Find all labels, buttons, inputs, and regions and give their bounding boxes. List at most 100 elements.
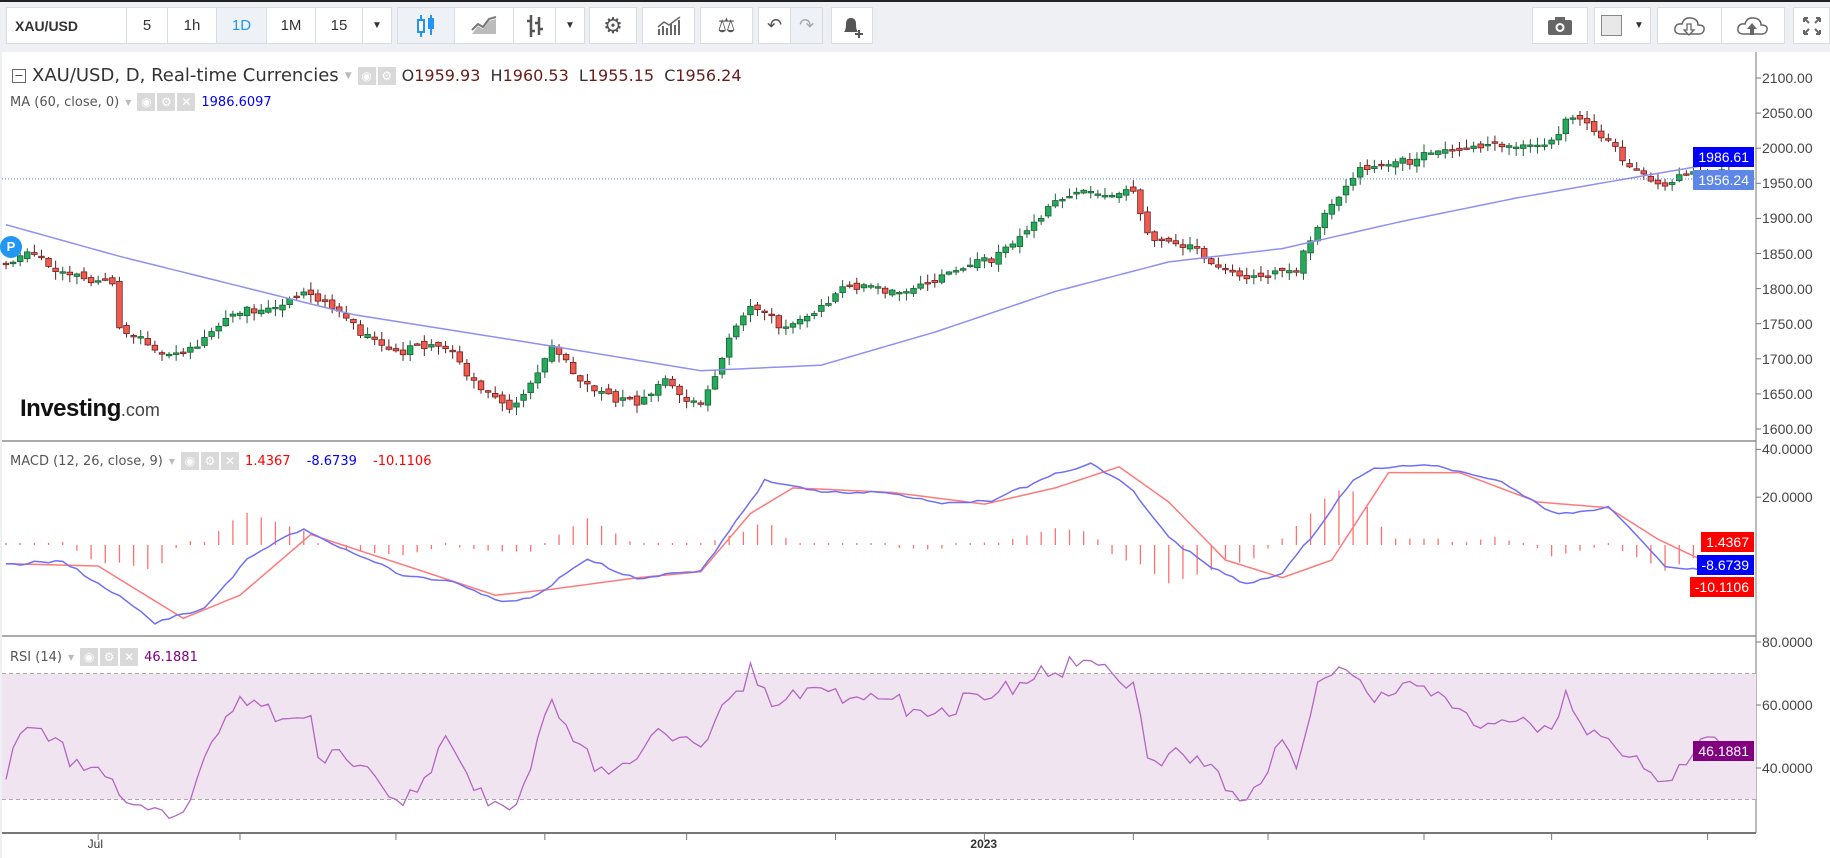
close-icon[interactable]: ✕ xyxy=(177,93,196,111)
indicators-button[interactable] xyxy=(642,7,695,44)
chart-type-dropdown[interactable]: ▼ xyxy=(555,7,585,44)
candle-body xyxy=(1413,158,1421,167)
candle xyxy=(1456,142,1463,157)
candle xyxy=(1066,188,1073,199)
interval-15[interactable]: 15 xyxy=(315,7,363,44)
candle xyxy=(1186,237,1194,253)
gear-icon[interactable]: ⚙ xyxy=(157,93,176,111)
undo-icon: ↶ xyxy=(766,15,783,35)
candles-chart-button[interactable] xyxy=(397,7,455,44)
gear-icon[interactable]: ⚙ xyxy=(377,66,396,85)
candle-body xyxy=(9,261,17,265)
candle-body xyxy=(435,341,442,347)
interval-1m[interactable]: 1M xyxy=(266,7,316,44)
candle-body xyxy=(1427,152,1435,155)
candle-body xyxy=(1335,196,1343,206)
candle-body xyxy=(619,397,627,401)
candle-body xyxy=(1130,186,1137,192)
candle xyxy=(959,266,967,273)
close-icon[interactable]: ✕ xyxy=(120,648,139,666)
candle-body xyxy=(605,388,612,395)
caret-down-icon[interactable]: ▼ xyxy=(67,652,75,662)
interval-label: 5 xyxy=(142,17,152,34)
bars-chart-button[interactable] xyxy=(513,7,556,44)
add-alert-button[interactable] xyxy=(831,7,873,44)
fullscreen-button[interactable] xyxy=(1793,7,1830,44)
caret-down-icon[interactable]: ▼ xyxy=(344,70,352,81)
candle xyxy=(782,319,790,336)
candle-body xyxy=(1640,170,1647,175)
candle-body xyxy=(506,399,513,410)
candle-body xyxy=(1420,152,1428,161)
rsi-value: 46.1881 xyxy=(144,649,198,665)
collapse-icon[interactable]: − xyxy=(12,68,26,83)
candle xyxy=(1463,139,1470,150)
color-picker-button[interactable]: ▼ xyxy=(1594,7,1651,44)
interval-dropdown[interactable]: ▼ xyxy=(362,7,392,44)
candle-body xyxy=(1208,258,1215,265)
candle-body xyxy=(938,274,946,283)
compare-button[interactable]: ⚖ xyxy=(700,7,753,44)
candle xyxy=(1668,179,1676,191)
candle xyxy=(357,320,364,339)
candle-body xyxy=(995,251,1002,265)
candle-body xyxy=(669,378,676,387)
area-chart-button[interactable] xyxy=(454,7,514,44)
visibility-icon[interactable]: ◉ xyxy=(80,648,99,666)
candle-body xyxy=(449,349,456,353)
candle-body xyxy=(1286,270,1293,274)
candle-body xyxy=(931,280,938,283)
candle-body xyxy=(1151,231,1158,241)
candle-body xyxy=(903,291,910,294)
gear-icon[interactable]: ⚙ xyxy=(100,648,119,666)
candle xyxy=(1470,141,1477,153)
candle xyxy=(754,301,761,316)
candle-body xyxy=(1527,144,1534,147)
candle xyxy=(584,373,591,393)
candle-body xyxy=(1378,163,1385,167)
candle-body xyxy=(832,293,839,302)
candle xyxy=(116,276,123,330)
interval-1d[interactable]: 1D xyxy=(216,7,267,44)
gear-icon[interactable]: ⚙ xyxy=(201,452,220,470)
candle-body xyxy=(300,291,307,296)
screenshot-button[interactable] xyxy=(1532,7,1588,44)
interval-1h[interactable]: 1h xyxy=(167,7,217,44)
candle xyxy=(562,352,570,363)
caret-down-icon[interactable]: ▼ xyxy=(125,97,132,107)
price-tick-label: 1900.00 xyxy=(1762,210,1813,227)
candle xyxy=(506,394,513,414)
marker-badge[interactable]: P xyxy=(0,236,22,258)
settings-button[interactable]: ⚙ xyxy=(589,7,637,44)
candle-body xyxy=(846,284,853,287)
candle-body xyxy=(399,349,407,356)
candle xyxy=(1193,238,1201,255)
visibility-icon[interactable]: ◉ xyxy=(181,452,200,470)
visibility-icon[interactable]: ◉ xyxy=(137,93,156,111)
macd-legend: MACD (12, 26, close, 9) ▼ ◉ ⚙ ✕ 1.4367 -8.6… xyxy=(10,452,431,470)
candle xyxy=(1002,244,1009,258)
candle-body xyxy=(1583,118,1591,124)
candle-body xyxy=(513,402,520,408)
candle-body xyxy=(215,325,222,332)
visibility-icon[interactable]: ◉ xyxy=(357,66,376,85)
candle xyxy=(534,364,541,389)
candle-body xyxy=(1172,240,1180,245)
caret-down-icon[interactable]: ▼ xyxy=(168,456,176,466)
load-chart-button[interactable] xyxy=(1657,7,1722,44)
symbol-input[interactable]: XAU/USD xyxy=(6,7,127,44)
candle xyxy=(229,310,237,323)
candle-body xyxy=(874,286,882,289)
candle xyxy=(690,397,697,408)
candle xyxy=(1037,215,1045,225)
candle xyxy=(725,333,733,366)
candle-body xyxy=(1484,144,1492,147)
redo-button[interactable]: ↷ xyxy=(790,7,823,44)
candle xyxy=(1371,159,1378,174)
candle-body xyxy=(896,292,903,295)
save-chart-button[interactable] xyxy=(1721,7,1785,44)
candle xyxy=(1406,152,1414,170)
candle xyxy=(846,281,853,289)
close-icon[interactable]: ✕ xyxy=(221,452,240,470)
